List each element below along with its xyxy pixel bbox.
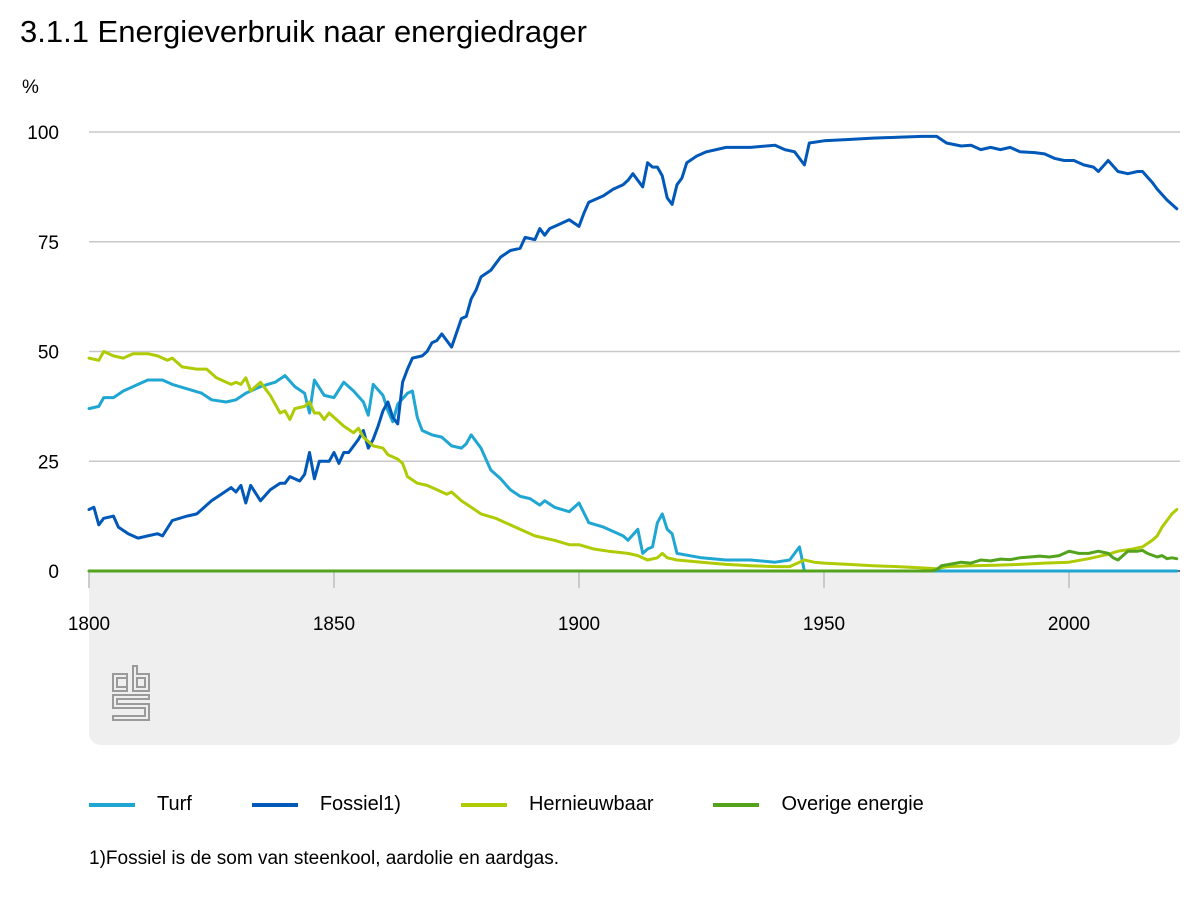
- y-tick-label: 50: [38, 343, 59, 364]
- legend-item-fossiel[interactable]: Fossiel1): [251, 793, 401, 816]
- legend-label: Overige energie: [781, 793, 924, 815]
- chart-legend: Turf Fossiel1) Hernieuwbaar Overige ener…: [89, 793, 984, 816]
- y-tick-label: 0: [48, 562, 59, 583]
- legend-item-turf[interactable]: Turf: [89, 793, 192, 816]
- gridlines: [89, 131, 1180, 572]
- legend-swatch-turf: [89, 802, 135, 807]
- y-tick-label: 25: [38, 452, 59, 473]
- x-axis-panel: [89, 571, 1180, 745]
- chart-title: 3.1.1 Energieverbruik naar energiedrager: [20, 14, 587, 49]
- legend-swatch-hernieuwbaar: [460, 802, 507, 807]
- footnote: 1)Fossiel is de som van steenkool, aardo…: [89, 848, 559, 869]
- legend-label: Turf: [157, 793, 192, 815]
- y-axis-unit-label: %: [22, 77, 39, 98]
- x-axis-ticks: 1800 1850 1900 1950 2000: [68, 571, 1090, 635]
- legend-item-overige-energie[interactable]: Overige energie: [713, 793, 924, 816]
- series-line-hernieuwbaar: [87, 350, 1179, 571]
- series-line-turf: [87, 374, 1179, 573]
- cbs-logo-icon: [112, 665, 150, 721]
- series-lines: [87, 134, 1179, 573]
- legend-swatch-overige-energie: [713, 802, 760, 807]
- x-tick-label: 1850: [313, 614, 355, 635]
- y-tick-label: 100: [27, 123, 59, 144]
- series-line-fossiel: [87, 134, 1179, 540]
- legend-swatch-fossiel: [251, 802, 298, 807]
- x-tick-label: 1900: [558, 614, 600, 635]
- y-tick-label: 75: [38, 233, 59, 254]
- y-axis-ticks: 0 25 50 75 100: [27, 123, 59, 583]
- legend-label: Hernieuwbaar: [528, 793, 654, 815]
- legend-item-hernieuwbaar[interactable]: Hernieuwbaar: [460, 793, 654, 816]
- series-line-overige-energie: [87, 548, 1179, 573]
- x-tick-label: 1800: [68, 614, 110, 635]
- legend-label: Fossiel1): [319, 793, 401, 815]
- x-tick-label: 1950: [803, 614, 845, 635]
- x-tick-label: 2000: [1048, 614, 1090, 635]
